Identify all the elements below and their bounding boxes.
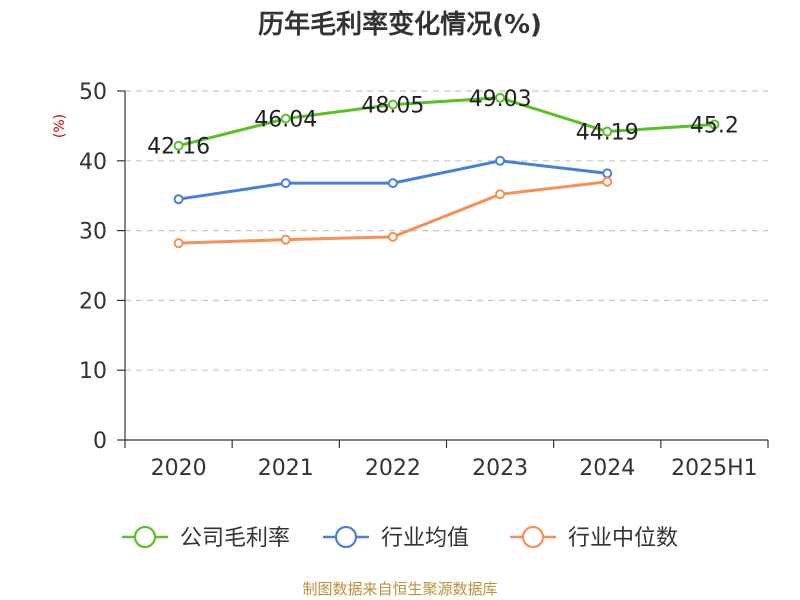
x-tick-label: 2024 [579, 456, 635, 481]
data-point [387, 178, 398, 189]
data-point [280, 234, 291, 245]
data-point [173, 194, 184, 205]
y-tick-label: 10 [79, 359, 107, 384]
source-note: 制图数据来自恒生聚源数据库 [302, 580, 497, 598]
x-tick-label: 2022 [365, 456, 421, 481]
x-tick-label: 2025H1 [671, 456, 758, 481]
data-point [602, 168, 613, 179]
legend: 公司毛利率 行业均值 行业中位数 [122, 525, 678, 551]
data-point [280, 113, 291, 124]
data-point [387, 231, 398, 242]
data-point [495, 189, 506, 200]
legend-label: 行业均值 [381, 526, 469, 551]
series-lines [173, 92, 720, 249]
y-tick-label: 40 [79, 150, 107, 175]
data-label: 48.05 [361, 94, 424, 119]
data-point [280, 178, 291, 189]
data-label: 46.04 [254, 108, 317, 133]
data-label: 44.19 [576, 121, 639, 146]
legend-marker [133, 525, 157, 549]
legend-label: 行业中位数 [568, 526, 678, 551]
x-tick-label: 2021 [258, 456, 314, 481]
data-label: 49.03 [469, 87, 532, 112]
data-point [173, 140, 184, 151]
y-axis-unit: (%) [52, 114, 68, 138]
series-line-0 [178, 96, 715, 148]
legend-item: 公司毛利率 [122, 525, 290, 551]
grid-lines [125, 90, 768, 371]
legend-label: 公司毛利率 [180, 526, 290, 551]
x-tick-label: 2020 [151, 456, 207, 481]
data-label: 45.2 [690, 114, 739, 139]
y-tick-label: 20 [79, 289, 107, 314]
y-tick-label: 50 [79, 80, 107, 105]
data-labels: 42.16 46.04 48.05 49.03 44.19 45.2 [147, 87, 739, 160]
y-tick-label: 30 [79, 220, 107, 245]
data-point [495, 155, 506, 166]
legend-item: 行业中位数 [510, 525, 678, 551]
legend-marker [521, 525, 545, 549]
data-point [173, 238, 184, 249]
data-point [602, 126, 613, 137]
data-point [602, 176, 613, 187]
legend-item: 行业均值 [323, 525, 469, 551]
axes: 0 10 20 30 40 50 2020 2021 2022 2023 2024 2025H1 [79, 80, 769, 481]
chart-title: 历年毛利率变化情况(%) [258, 9, 542, 40]
y-tick-label: 0 [93, 429, 107, 454]
x-tick-label: 2023 [472, 456, 528, 481]
data-point [387, 99, 398, 110]
data-point [495, 92, 506, 103]
legend-marker [334, 525, 358, 549]
data-point [709, 119, 720, 130]
data-label: 42.16 [147, 135, 210, 160]
